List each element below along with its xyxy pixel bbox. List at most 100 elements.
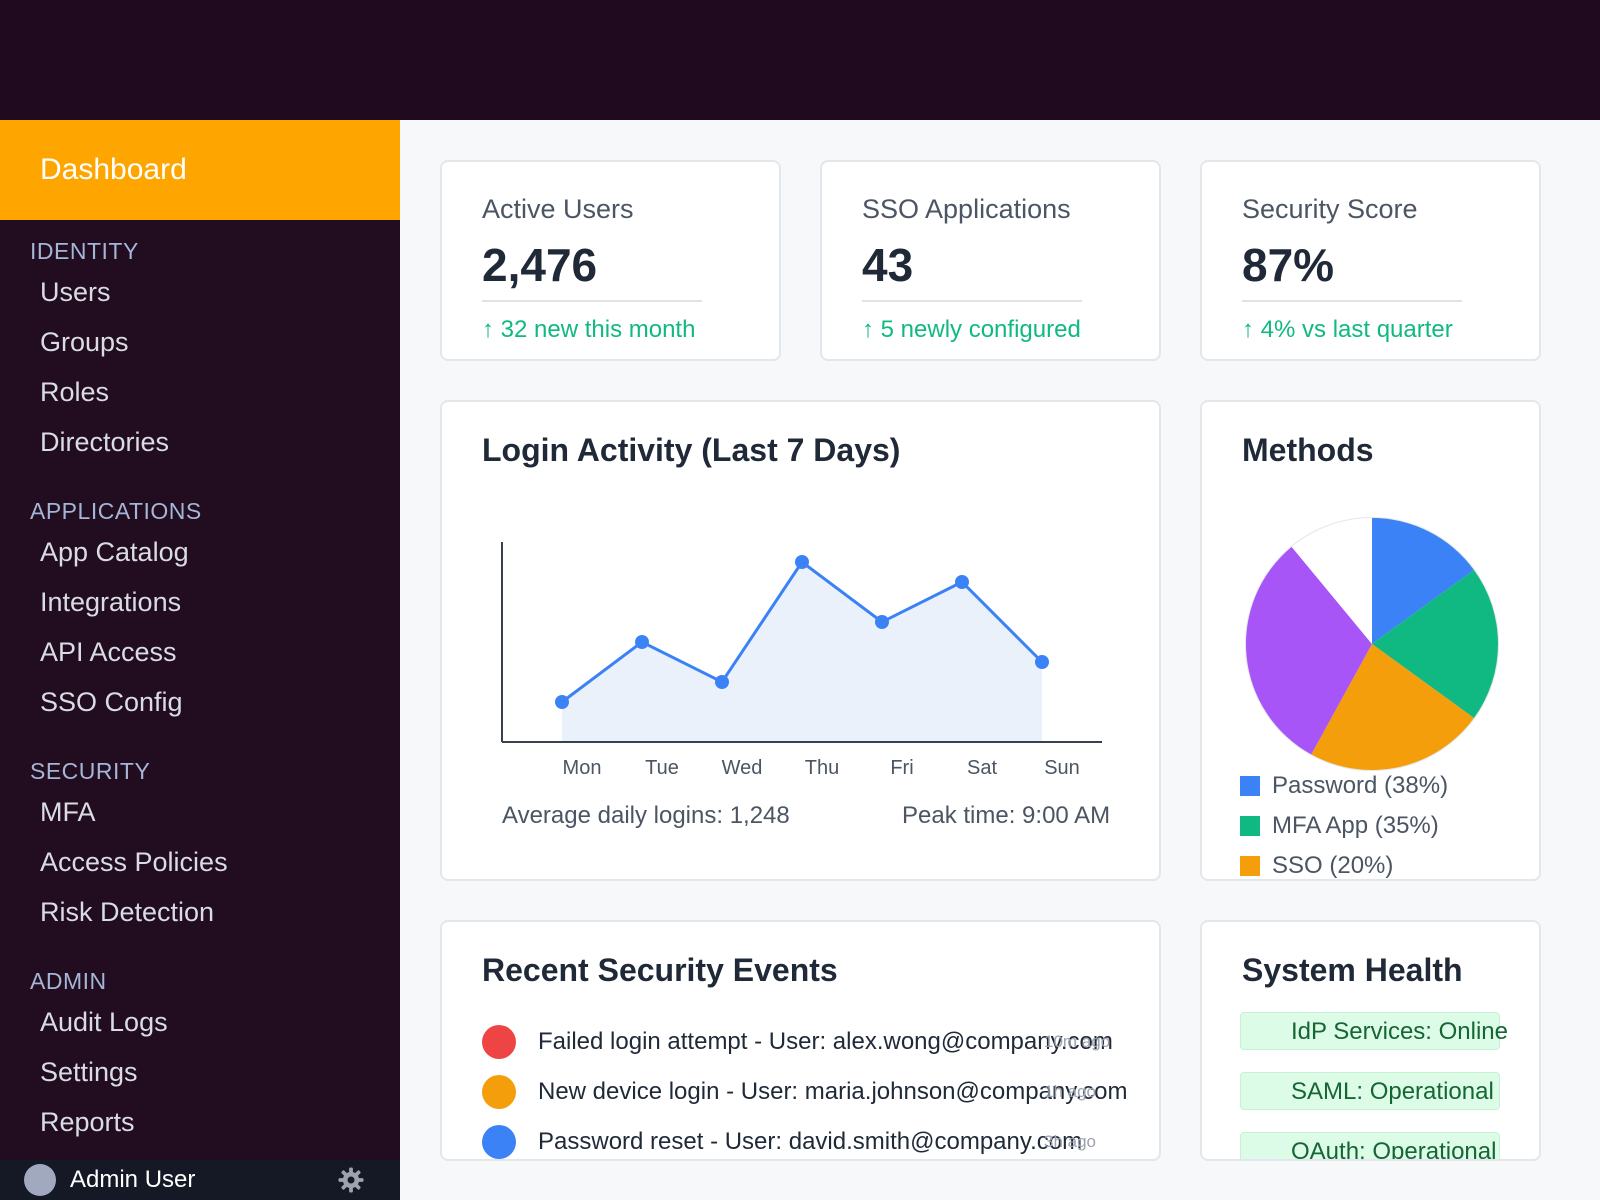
nav-section-title: APPLICATIONS: [30, 498, 202, 524]
nav-section-title: SECURITY: [30, 758, 151, 784]
x-tick-label: Tue: [645, 757, 679, 779]
stat-value: 2,476: [482, 239, 598, 291]
sidebar: Dashboard IDENTITY Users Groups Roles Di…: [0, 120, 400, 1200]
x-tick-label: Thu: [805, 757, 839, 779]
data-point-mon: [555, 695, 569, 709]
sidebar-item-sso-config[interactable]: SSO Config: [40, 687, 183, 717]
nav-section-security: SECURITY MFA Access Policies Risk Detect…: [0, 755, 400, 937]
legend-item: MFA App (35%): [1240, 812, 1439, 840]
peak-time: Peak time: 9:00 AM: [902, 802, 1111, 829]
nav-section-admin: ADMIN Audit Logs Settings Reports: [0, 965, 400, 1147]
legend-item: SSO (20%): [1240, 852, 1394, 879]
stat-delta: ↑ 4% vs last quarter: [1242, 316, 1453, 343]
stat-delta: ↑ 5 newly configured: [862, 316, 1081, 343]
sidebar-item-mfa[interactable]: MFA: [40, 797, 96, 827]
pie-slice-0: [1372, 518, 1474, 644]
nav-section-title: IDENTITY: [30, 238, 139, 264]
sidebar-item-directories[interactable]: Directories: [40, 427, 170, 457]
area-fill: [562, 562, 1042, 742]
legend-item: Password (38%): [1240, 772, 1448, 800]
legend-swatch: [1240, 776, 1260, 796]
x-tick-label: Sat: [967, 757, 997, 779]
legend-swatch: [1240, 816, 1260, 836]
card-title: Recent Security Events: [482, 952, 838, 988]
login-activity-card: Login Activity (Last 7 Days) Mon Tue Wed Th…: [440, 400, 1161, 881]
sidebar-item-integrations[interactable]: Integrations: [40, 587, 182, 617]
data-point-sat: [955, 575, 969, 589]
pie-slice-2: [1311, 644, 1474, 770]
stat-value: 43: [862, 239, 914, 291]
x-tick-label: Sun: [1044, 757, 1080, 779]
login-activity-chart: Mon Tue Wed Thu Fri Sat Sun: [501, 542, 1102, 779]
security-events-card: Recent Security Events Failed login atte…: [440, 920, 1161, 1161]
stat-card-active-users: Active Users 2,476 ↑ 32 new this month: [440, 160, 781, 361]
data-point-sun: [1035, 655, 1049, 669]
stat-card-security-score: Security Score 87% ↑ 4% vs last quarter: [1200, 160, 1541, 361]
event-time: 1h ago: [1044, 1082, 1096, 1101]
event-status-dot: [482, 1125, 516, 1159]
pie-slice-3: [1246, 546, 1372, 755]
divider: [862, 300, 1082, 302]
health-status-oauth: OAuth: Operational: [1240, 1132, 1500, 1159]
pie-slice-1: [1372, 569, 1498, 719]
sidebar-item-dashboard[interactable]: Dashboard: [0, 120, 400, 220]
data-point-wed: [715, 675, 729, 689]
nav-section-title: ADMIN: [30, 968, 107, 994]
stat-delta: ↑ 32 new this month: [482, 316, 696, 343]
health-status-saml: SAML: Operational: [1240, 1072, 1500, 1110]
data-point-fri: [875, 615, 889, 629]
stat-label: SSO Applications: [862, 194, 1071, 224]
card-title: System Health: [1242, 952, 1463, 988]
card-title: Methods: [1242, 432, 1374, 468]
data-point-thu: [795, 555, 809, 569]
event-time: 10m ago: [1044, 1032, 1111, 1051]
user-profile-bar[interactable]: Admin User: [0, 1160, 400, 1200]
sidebar-item-risk-detection[interactable]: Risk Detection: [40, 897, 215, 927]
system-health-card: System Health IdP Services: Online SAML:…: [1200, 920, 1541, 1161]
event-item[interactable]: New device login - User: maria.johnson@c…: [482, 1072, 1128, 1112]
average-daily-logins: Average daily logins: 1,248: [502, 802, 790, 829]
sidebar-item-app-catalog[interactable]: App Catalog: [40, 537, 189, 567]
stat-value: 87%: [1242, 239, 1335, 291]
pie-slice-4: [1291, 518, 1372, 644]
data-point-tue: [635, 635, 649, 649]
event-text: New device login - User: maria.johnson@c…: [538, 1078, 1128, 1105]
event-text: Failed login attempt - User: alex.wong@c…: [538, 1028, 1113, 1055]
sidebar-item-reports[interactable]: Reports: [40, 1107, 135, 1137]
stat-label: Active Users: [482, 194, 634, 224]
legend-swatch: [1240, 856, 1260, 876]
x-tick-label: Mon: [563, 757, 602, 779]
divider: [482, 300, 702, 302]
event-time: 3h ago: [1044, 1132, 1096, 1151]
stat-label: Security Score: [1242, 194, 1418, 224]
legend-label: MFA App (35%): [1272, 812, 1439, 839]
event-item[interactable]: Failed login attempt - User: alex.wong@c…: [482, 1022, 1113, 1062]
event-text: Password reset - User: david.smith@compa…: [538, 1128, 1083, 1155]
methods-pie-chart: [1245, 517, 1499, 771]
sidebar-item-api-access[interactable]: API Access: [40, 637, 177, 667]
stat-card-sso-applications: SSO Applications 43 ↑ 5 newly configured: [820, 160, 1161, 361]
legend-label: SSO (20%): [1272, 852, 1394, 879]
nav-section-identity: IDENTITY Users Groups Roles Directories: [0, 235, 400, 467]
methods-card: Methods Password (38%) MFA App (35%) SSO…: [1200, 400, 1541, 881]
gear-icon[interactable]: [336, 1165, 366, 1195]
x-tick-label: Fri: [890, 757, 913, 779]
legend-label: Password (38%): [1272, 772, 1449, 799]
top-bar: [0, 0, 1600, 120]
nav-section-applications: APPLICATIONS App Catalog Integrations AP…: [0, 495, 400, 727]
avatar: [24, 1164, 56, 1196]
sidebar-item-access-policies[interactable]: Access Policies: [40, 847, 228, 877]
sidebar-item-users[interactable]: Users: [40, 277, 111, 307]
event-status-dot: [482, 1025, 516, 1059]
sidebar-item-roles[interactable]: Roles: [40, 377, 110, 407]
event-status-dot: [482, 1075, 516, 1109]
sidebar-item-groups[interactable]: Groups: [40, 327, 129, 357]
health-status-idp: IdP Services: Online: [1240, 1012, 1508, 1050]
divider: [1242, 300, 1462, 302]
user-name: Admin User: [70, 1166, 196, 1193]
event-item[interactable]: Password reset - User: david.smith@compa…: [482, 1122, 1083, 1159]
x-tick-label: Wed: [722, 757, 763, 779]
sidebar-item-settings[interactable]: Settings: [40, 1057, 138, 1087]
sidebar-item-audit-logs[interactable]: Audit Logs: [40, 1007, 168, 1037]
card-title: Login Activity (Last 7 Days): [482, 432, 901, 468]
